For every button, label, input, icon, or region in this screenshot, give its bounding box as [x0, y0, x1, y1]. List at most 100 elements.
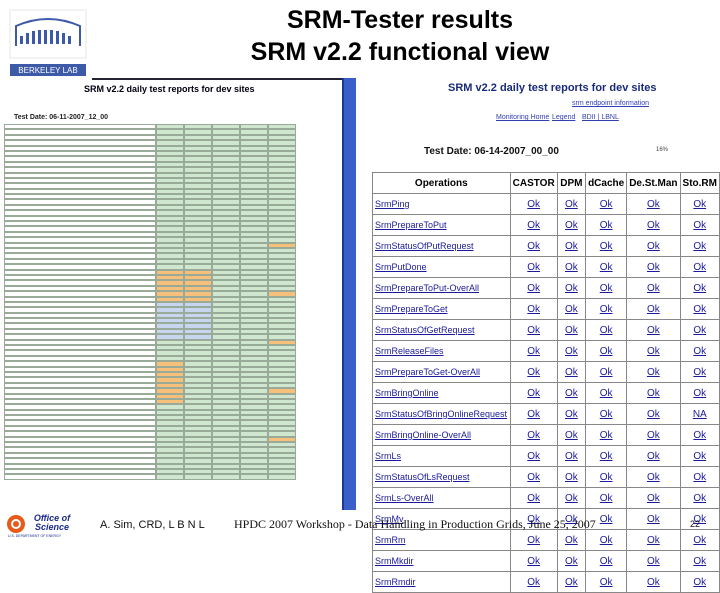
status-cell[interactable]: Ok	[556, 361, 587, 383]
status-cell[interactable]: Ok	[556, 319, 587, 341]
status-cell[interactable]: Ok	[509, 445, 558, 467]
status-cell[interactable]: Ok	[509, 256, 558, 278]
status-cell[interactable]: Ok	[626, 508, 681, 530]
operation-link[interactable]: SrmPing	[372, 193, 511, 215]
status-cell[interactable]: Ok	[679, 361, 720, 383]
operation-link[interactable]: SrmPrepareToGet	[372, 298, 511, 320]
operation-link[interactable]: SrmPrepareToGet-OverAll	[372, 361, 511, 383]
status-cell[interactable]: Ok	[679, 340, 720, 362]
status-cell[interactable]: Ok	[626, 319, 681, 341]
status-cell[interactable]: Ok	[626, 193, 681, 215]
status-cell[interactable]: Ok	[626, 235, 681, 257]
status-cell[interactable]: Ok	[585, 298, 628, 320]
endpoint-info-link[interactable]: srm endpoint information	[572, 100, 650, 107]
status-cell[interactable]: Ok	[556, 466, 587, 488]
status-cell[interactable]: Ok	[679, 424, 720, 446]
operation-link[interactable]: SrmStatusOfBringOnlineRequest	[372, 403, 511, 425]
legend-link[interactable]: Legend	[552, 114, 576, 121]
status-cell[interactable]: Ok	[679, 550, 720, 572]
status-cell[interactable]: Ok	[509, 340, 558, 362]
status-cell[interactable]: Ok	[679, 235, 720, 257]
status-cell[interactable]: Ok	[585, 340, 628, 362]
status-cell[interactable]: Ok	[509, 382, 558, 404]
status-cell[interactable]: Ok	[679, 256, 720, 278]
status-cell[interactable]: Ok	[556, 298, 587, 320]
status-cell[interactable]: Ok	[626, 487, 681, 509]
status-cell[interactable]: Ok	[585, 403, 628, 425]
status-cell[interactable]: Ok	[626, 424, 681, 446]
operation-link[interactable]: SrmMkdir	[372, 550, 511, 572]
operation-link[interactable]: SrmStatusOfPutRequest	[372, 235, 511, 257]
status-cell[interactable]: Ok	[626, 571, 681, 593]
status-cell[interactable]: Ok	[509, 571, 558, 593]
status-cell[interactable]: Ok	[556, 403, 587, 425]
status-cell[interactable]: Ok	[509, 424, 558, 446]
status-cell[interactable]: Ok	[556, 445, 587, 467]
status-cell[interactable]: Ok	[556, 424, 587, 446]
status-cell[interactable]: Ok	[626, 214, 681, 236]
status-cell[interactable]: Ok	[585, 256, 628, 278]
status-cell[interactable]: Ok	[679, 319, 720, 341]
status-cell[interactable]: Ok	[509, 235, 558, 257]
status-cell[interactable]: Ok	[679, 193, 720, 215]
status-cell[interactable]: Ok	[556, 571, 587, 593]
status-cell[interactable]: Ok	[626, 445, 681, 467]
status-cell[interactable]: Ok	[509, 214, 558, 236]
status-cell[interactable]: Ok	[626, 361, 681, 383]
status-cell[interactable]: Ok	[509, 361, 558, 383]
status-cell[interactable]: Ok	[509, 487, 558, 509]
status-cell[interactable]: Ok	[679, 277, 720, 299]
status-cell[interactable]: Ok	[509, 319, 558, 341]
status-cell[interactable]: Ok	[556, 193, 587, 215]
operation-link[interactable]: SrmPrepareToPut	[372, 214, 511, 236]
operation-link[interactable]: SrmReleaseFiles	[372, 340, 511, 362]
status-cell[interactable]: Ok	[679, 298, 720, 320]
status-cell[interactable]: Ok	[626, 466, 681, 488]
status-cell[interactable]: Ok	[626, 256, 681, 278]
operation-link[interactable]: SrmRmdir	[372, 571, 511, 593]
status-cell[interactable]: Ok	[585, 529, 628, 551]
status-cell[interactable]: Ok	[585, 466, 628, 488]
status-cell[interactable]: Ok	[626, 382, 681, 404]
status-cell[interactable]: Ok	[556, 235, 587, 257]
status-cell[interactable]: Ok	[585, 235, 628, 257]
status-cell[interactable]: Ok	[626, 340, 681, 362]
operation-link[interactable]: SrmStatusOfGetRequest	[372, 319, 511, 341]
status-cell[interactable]: Ok	[585, 487, 628, 509]
status-cell[interactable]: Ok	[679, 529, 720, 551]
status-cell[interactable]: Ok	[626, 529, 681, 551]
operation-link[interactable]: SrmStatusOfLsRequest	[372, 466, 511, 488]
status-cell[interactable]: Ok	[679, 445, 720, 467]
status-cell[interactable]: Ok	[626, 298, 681, 320]
status-cell[interactable]: Ok	[509, 277, 558, 299]
status-cell[interactable]: Ok	[509, 193, 558, 215]
status-cell[interactable]: Ok	[556, 277, 587, 299]
status-cell[interactable]: Ok	[509, 550, 558, 572]
status-cell[interactable]: Ok	[679, 214, 720, 236]
operation-link[interactable]: SrmLs	[372, 445, 511, 467]
status-cell[interactable]: Ok	[556, 340, 587, 362]
status-cell[interactable]: Ok	[556, 256, 587, 278]
status-cell[interactable]: Ok	[556, 382, 587, 404]
status-cell[interactable]: Ok	[509, 403, 558, 425]
status-cell[interactable]: Ok	[556, 487, 587, 509]
status-cell[interactable]: Ok	[585, 277, 628, 299]
operation-link[interactable]: SrmBringOnline-OverAll	[372, 424, 511, 446]
status-cell[interactable]: Ok	[585, 361, 628, 383]
status-cell[interactable]: Ok	[679, 466, 720, 488]
status-cell[interactable]: Ok	[556, 550, 587, 572]
operation-link[interactable]: SrmPutDone	[372, 256, 511, 278]
status-cell[interactable]: Ok	[509, 466, 558, 488]
operation-link[interactable]: SrmRm	[372, 529, 511, 551]
status-cell[interactable]: Ok	[556, 529, 587, 551]
monitoring-home-link[interactable]: Monitoring Home	[496, 114, 550, 121]
status-cell[interactable]: NA	[679, 403, 720, 425]
status-cell[interactable]: Ok	[585, 550, 628, 572]
status-cell[interactable]: Ok	[626, 403, 681, 425]
status-cell[interactable]: Ok	[585, 319, 628, 341]
status-cell[interactable]: Ok	[585, 382, 628, 404]
status-cell[interactable]: Ok	[509, 298, 558, 320]
status-cell[interactable]: Ok	[585, 571, 628, 593]
status-cell[interactable]: Ok	[679, 382, 720, 404]
status-cell[interactable]: Ok	[626, 277, 681, 299]
